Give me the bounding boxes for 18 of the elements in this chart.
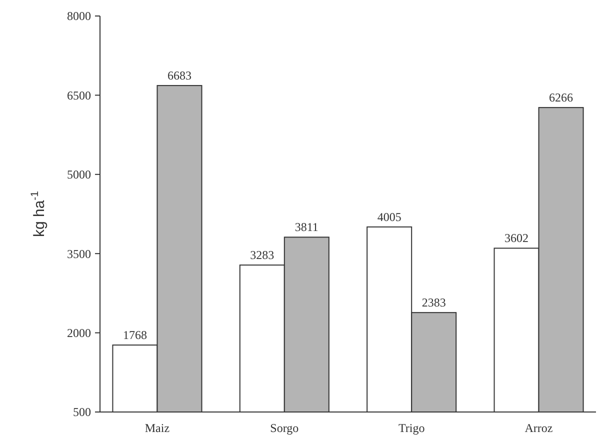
x-tick-label: Maiz (144, 421, 170, 435)
x-tick-label: Trigo (398, 421, 425, 435)
x-tick-label: Sorgo (270, 421, 299, 435)
data-label: 4005 (377, 210, 402, 224)
y-tick-label: 3500 (67, 246, 91, 261)
y-tick-label: 6500 (67, 88, 91, 102)
x-tick-label: Arroz (524, 421, 553, 435)
data-label: 1768 (122, 328, 147, 342)
y-tick-label: 5000 (67, 168, 91, 182)
data-label: 2383 (422, 296, 446, 310)
y-tick-label: 8000 (67, 9, 91, 24)
data-label: 3283 (250, 248, 274, 262)
y-tick-label: 2000 (67, 326, 91, 340)
data-label: 3811 (294, 220, 318, 234)
data-label: 6266 (549, 90, 574, 105)
data-label: 3602 (504, 231, 529, 246)
y-tick-label: 500 (73, 405, 91, 420)
data-label: 6683 (167, 68, 192, 83)
